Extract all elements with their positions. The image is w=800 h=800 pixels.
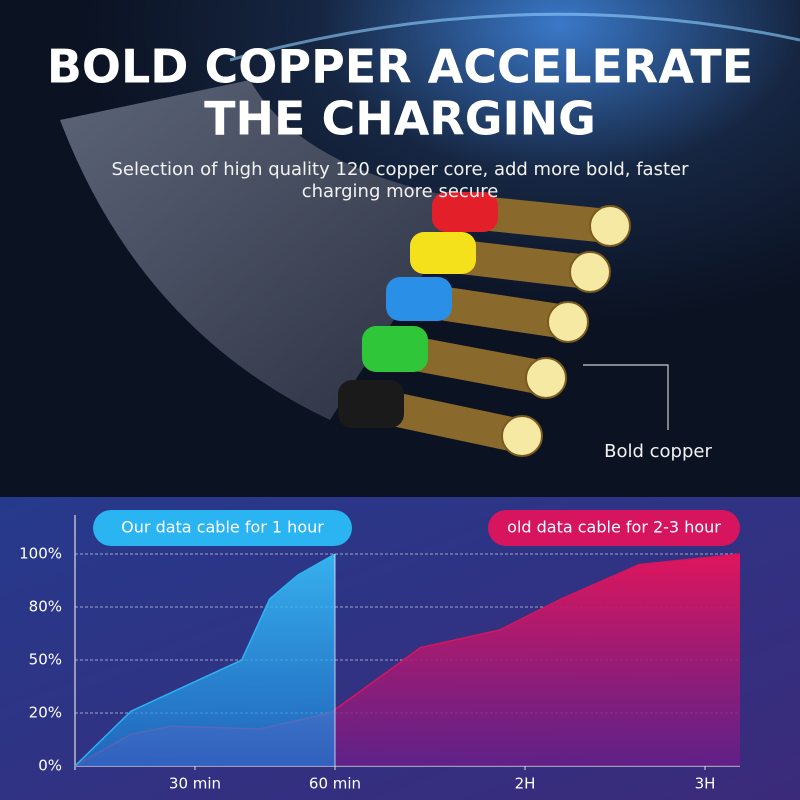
- callout-line: [583, 364, 669, 430]
- title-line: BOLD COPPER ACCELERATE: [47, 40, 753, 94]
- y-tick-label: 50%: [29, 651, 62, 669]
- x-tick-label: 30 min: [169, 775, 221, 793]
- area-fill: [75, 554, 740, 766]
- legend-pill: [93, 510, 352, 546]
- title-line: THE CHARGING: [204, 92, 596, 146]
- x-tick-label: 3H: [695, 775, 716, 793]
- legend-pill: [488, 510, 740, 546]
- area-line: [74, 553, 336, 767]
- wires: [338, 192, 631, 457]
- y-tick-label: 20%: [29, 704, 62, 722]
- light-arc: [229, 12, 800, 62]
- subtitle-line: Selection of high quality 120 copper cor…: [111, 159, 689, 180]
- x-tick-label: 60 min: [309, 775, 361, 793]
- y-tick-label: 80%: [29, 598, 62, 616]
- y-tick-label: 0%: [38, 757, 62, 775]
- chart: 0% 20% 50% 80% 100% 30 min 60 min 2H 3H Our data …: [19, 510, 741, 793]
- subtitle-line: charging more secure: [302, 181, 499, 202]
- x-tick-label: 2H: [515, 775, 536, 793]
- callout: Bold copper: [604, 441, 712, 462]
- legend-label: Our data cable for 1 hour: [121, 518, 324, 537]
- area-fill: [75, 554, 335, 766]
- legend-label: old data cable for 2-3 hour: [507, 518, 721, 537]
- y-tick-label: 100%: [19, 545, 62, 563]
